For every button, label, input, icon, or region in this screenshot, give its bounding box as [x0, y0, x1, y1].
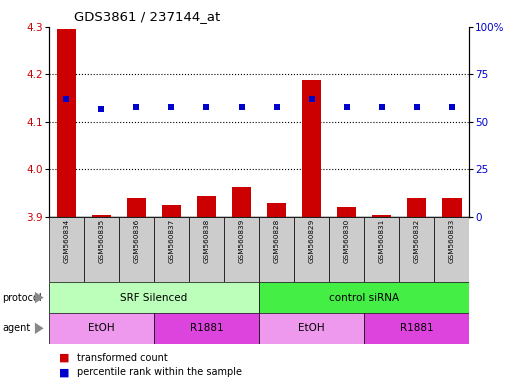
Bar	[49, 313, 154, 344]
Bar	[232, 187, 251, 217]
Bar	[259, 282, 469, 313]
Point	[132, 104, 141, 110]
Text: transformed count: transformed count	[77, 353, 168, 363]
Text: GSM560829: GSM560829	[309, 219, 314, 263]
Point	[448, 104, 456, 110]
Text: GDS3861 / 237144_at: GDS3861 / 237144_at	[74, 10, 221, 23]
Bar	[259, 313, 364, 344]
Bar	[407, 198, 426, 217]
Bar	[154, 217, 189, 282]
Text: GSM560836: GSM560836	[133, 219, 140, 263]
Text: GSM560838: GSM560838	[204, 219, 209, 263]
Bar	[329, 217, 364, 282]
Text: EtOH: EtOH	[88, 323, 114, 333]
Bar	[259, 217, 294, 282]
Text: EtOH: EtOH	[299, 323, 325, 333]
Point	[238, 104, 246, 110]
Text: GSM560828: GSM560828	[273, 219, 280, 263]
Point	[412, 104, 421, 110]
Text: R1881: R1881	[400, 323, 433, 333]
Bar	[127, 198, 146, 217]
Bar	[364, 217, 399, 282]
Bar	[337, 207, 357, 217]
Text: GSM560830: GSM560830	[344, 219, 350, 263]
Text: GSM560837: GSM560837	[168, 219, 174, 263]
Bar	[399, 217, 435, 282]
Text: SRF Silenced: SRF Silenced	[120, 293, 188, 303]
Bar	[442, 198, 462, 217]
Text: percentile rank within the sample: percentile rank within the sample	[77, 367, 242, 377]
Bar	[302, 80, 321, 217]
Bar	[224, 217, 259, 282]
Text: GSM560834: GSM560834	[63, 219, 69, 263]
Bar	[294, 217, 329, 282]
Text: ■: ■	[59, 353, 69, 363]
Point	[167, 104, 175, 110]
Bar	[154, 313, 259, 344]
Bar	[49, 282, 259, 313]
Bar	[189, 217, 224, 282]
Text: GSM560832: GSM560832	[414, 219, 420, 263]
Text: agent: agent	[3, 323, 31, 333]
Bar	[92, 215, 111, 217]
Bar	[84, 217, 119, 282]
Point	[97, 106, 105, 112]
Bar	[372, 215, 391, 217]
Text: GSM560831: GSM560831	[379, 219, 385, 263]
Point	[272, 104, 281, 110]
Point	[307, 96, 315, 102]
Text: R1881: R1881	[190, 323, 223, 333]
Bar	[162, 205, 181, 217]
Point	[378, 104, 386, 110]
Text: GSM560833: GSM560833	[449, 219, 455, 263]
Bar	[267, 203, 286, 217]
Bar	[56, 29, 76, 217]
Point	[343, 104, 351, 110]
Text: protocol: protocol	[3, 293, 42, 303]
Bar	[49, 217, 84, 282]
Point	[62, 96, 70, 102]
Bar	[197, 195, 216, 217]
Polygon shape	[35, 323, 44, 334]
Text: control siRNA: control siRNA	[329, 293, 399, 303]
Polygon shape	[35, 292, 44, 303]
Point	[202, 104, 210, 110]
Bar	[364, 313, 469, 344]
Bar	[435, 217, 469, 282]
Text: GSM560839: GSM560839	[239, 219, 245, 263]
Text: GSM560835: GSM560835	[98, 219, 104, 263]
Bar	[119, 217, 154, 282]
Text: ■: ■	[59, 367, 69, 377]
